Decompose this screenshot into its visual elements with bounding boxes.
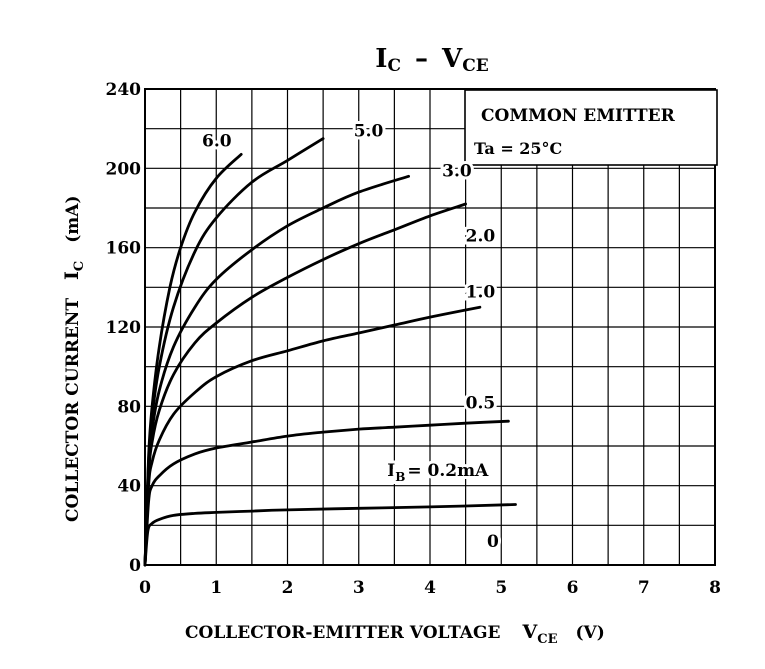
curves [143, 137, 517, 567]
x-tick-label: 8 [709, 578, 721, 598]
curve-label: 6.0 [202, 132, 232, 152]
curve-label: 3.0 [442, 161, 472, 181]
x-tick-label: 3 [353, 578, 365, 598]
ib-label: IB = 0.2mA [387, 461, 489, 484]
series-line-3-0 [143, 174, 410, 567]
y-tick-label: 80 [117, 397, 141, 417]
x-tick-label: 4 [424, 578, 436, 598]
y-tick-label: 160 [106, 239, 142, 259]
y-tick-label: 0 [129, 556, 141, 576]
x-tick-label: 7 [638, 578, 650, 598]
plot-frame [144, 88, 716, 566]
legend-box-frame [464, 89, 718, 166]
legend-line-2: Ta = 25°C [474, 139, 562, 158]
x-axis-label: COLLECTOR-EMITTER VOLTAGE VCE (V) [185, 621, 605, 647]
curve-label: 5.0 [354, 122, 384, 142]
x-tick-label: 0 [139, 578, 151, 598]
x-tick-label: 6 [567, 578, 579, 598]
series-line-2-0 [143, 202, 467, 567]
y-axis-label: COLLECTOR CURRENTIC(mA) [61, 195, 87, 522]
x-tick-label: 5 [495, 578, 507, 598]
series-line-ib-0-2ma [143, 503, 517, 567]
x-tick-label: 1 [210, 578, 222, 598]
y-tick-label: 200 [106, 159, 142, 179]
y-tick-label: 120 [106, 318, 142, 338]
y-tick-label: 240 [106, 80, 142, 100]
curve-label: 2.0 [466, 227, 496, 247]
series-line-0-5 [143, 419, 510, 567]
legend-box: COMMON EMITTER Ta = 25°C [464, 89, 718, 166]
curve-label: 0.5 [466, 393, 496, 413]
curve-label: 0 [487, 532, 499, 552]
curve-labels: 6.0 5.0 3.0 2.0 1.0 0.5 0 [199, 119, 502, 556]
legend-line-1: COMMON EMITTER [481, 106, 676, 126]
chart-title: IC – VCE [375, 44, 488, 76]
x-tick-label: 2 [282, 578, 294, 598]
y-tick-label: 40 [117, 477, 141, 497]
curve-label: 1.0 [466, 282, 496, 302]
series-line-1-0 [143, 305, 482, 567]
grid [144, 88, 716, 566]
